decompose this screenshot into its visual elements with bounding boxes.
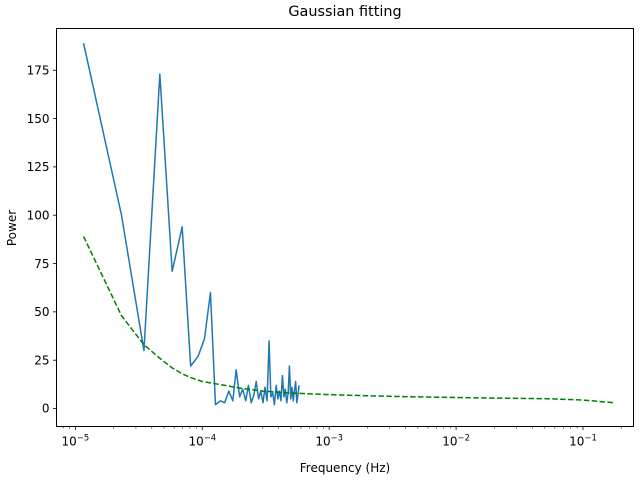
x-axis-label: Frequency (Hz): [300, 461, 391, 475]
x-axis: 10−5 10−4 10−3 10−2 10−1: [62, 426, 622, 449]
y-tick-label: 75: [34, 257, 49, 271]
y-tick-label: 50: [34, 305, 49, 319]
y-tick-label: 175: [27, 63, 50, 77]
x-tick-label: 10−4: [188, 433, 216, 449]
chart-title: Gaussian fitting: [288, 4, 401, 20]
y-tick-label: 0: [42, 402, 50, 416]
x-tick-label: 10−2: [442, 433, 470, 449]
x-tick-label: 10−1: [569, 433, 597, 449]
y-axis: 0 25 50 75 100 125 150 175: [27, 63, 57, 416]
power-spectrum-line: [82, 43, 300, 406]
y-tick-label: 100: [27, 208, 50, 222]
x-tick-label: 10−3: [315, 433, 343, 449]
y-tick-label: 125: [27, 160, 50, 174]
fit-curve-line: [82, 236, 614, 404]
y-tick-label: 25: [34, 353, 49, 367]
y-axis-label: Power: [5, 210, 19, 246]
plot-frame: [56, 28, 634, 427]
x-tick-label: 10−5: [62, 433, 90, 449]
plot-area: [82, 43, 614, 406]
y-tick-label: 150: [27, 112, 50, 126]
